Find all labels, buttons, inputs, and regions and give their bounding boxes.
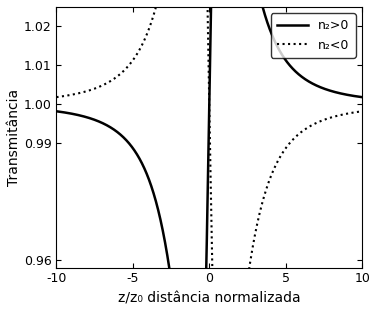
X-axis label: z/z₀ distância normalizada: z/z₀ distância normalizada (118, 291, 300, 305)
n₂>0 (351, 94, 356, 98)
n₂>0 (70, 112, 74, 116)
n₂<0 (360, 110, 365, 113)
n₂<0 (295, 133, 300, 137)
Legend: n₂>0, n₂<0: n₂>0, n₂<0 (271, 13, 356, 58)
n₂>0 (295, 71, 300, 75)
Line: n₂<0: n₂<0 (57, 0, 362, 312)
Line: n₂>0: n₂>0 (57, 0, 362, 312)
n₂<0 (54, 95, 59, 99)
n₂<0 (70, 93, 74, 96)
n₂<0 (351, 111, 356, 115)
n₂>0 (351, 94, 356, 98)
n₂<0 (351, 111, 356, 115)
n₂>0 (54, 110, 59, 113)
Y-axis label: Transmitância: Transmitância (7, 89, 21, 186)
n₂>0 (360, 95, 365, 99)
